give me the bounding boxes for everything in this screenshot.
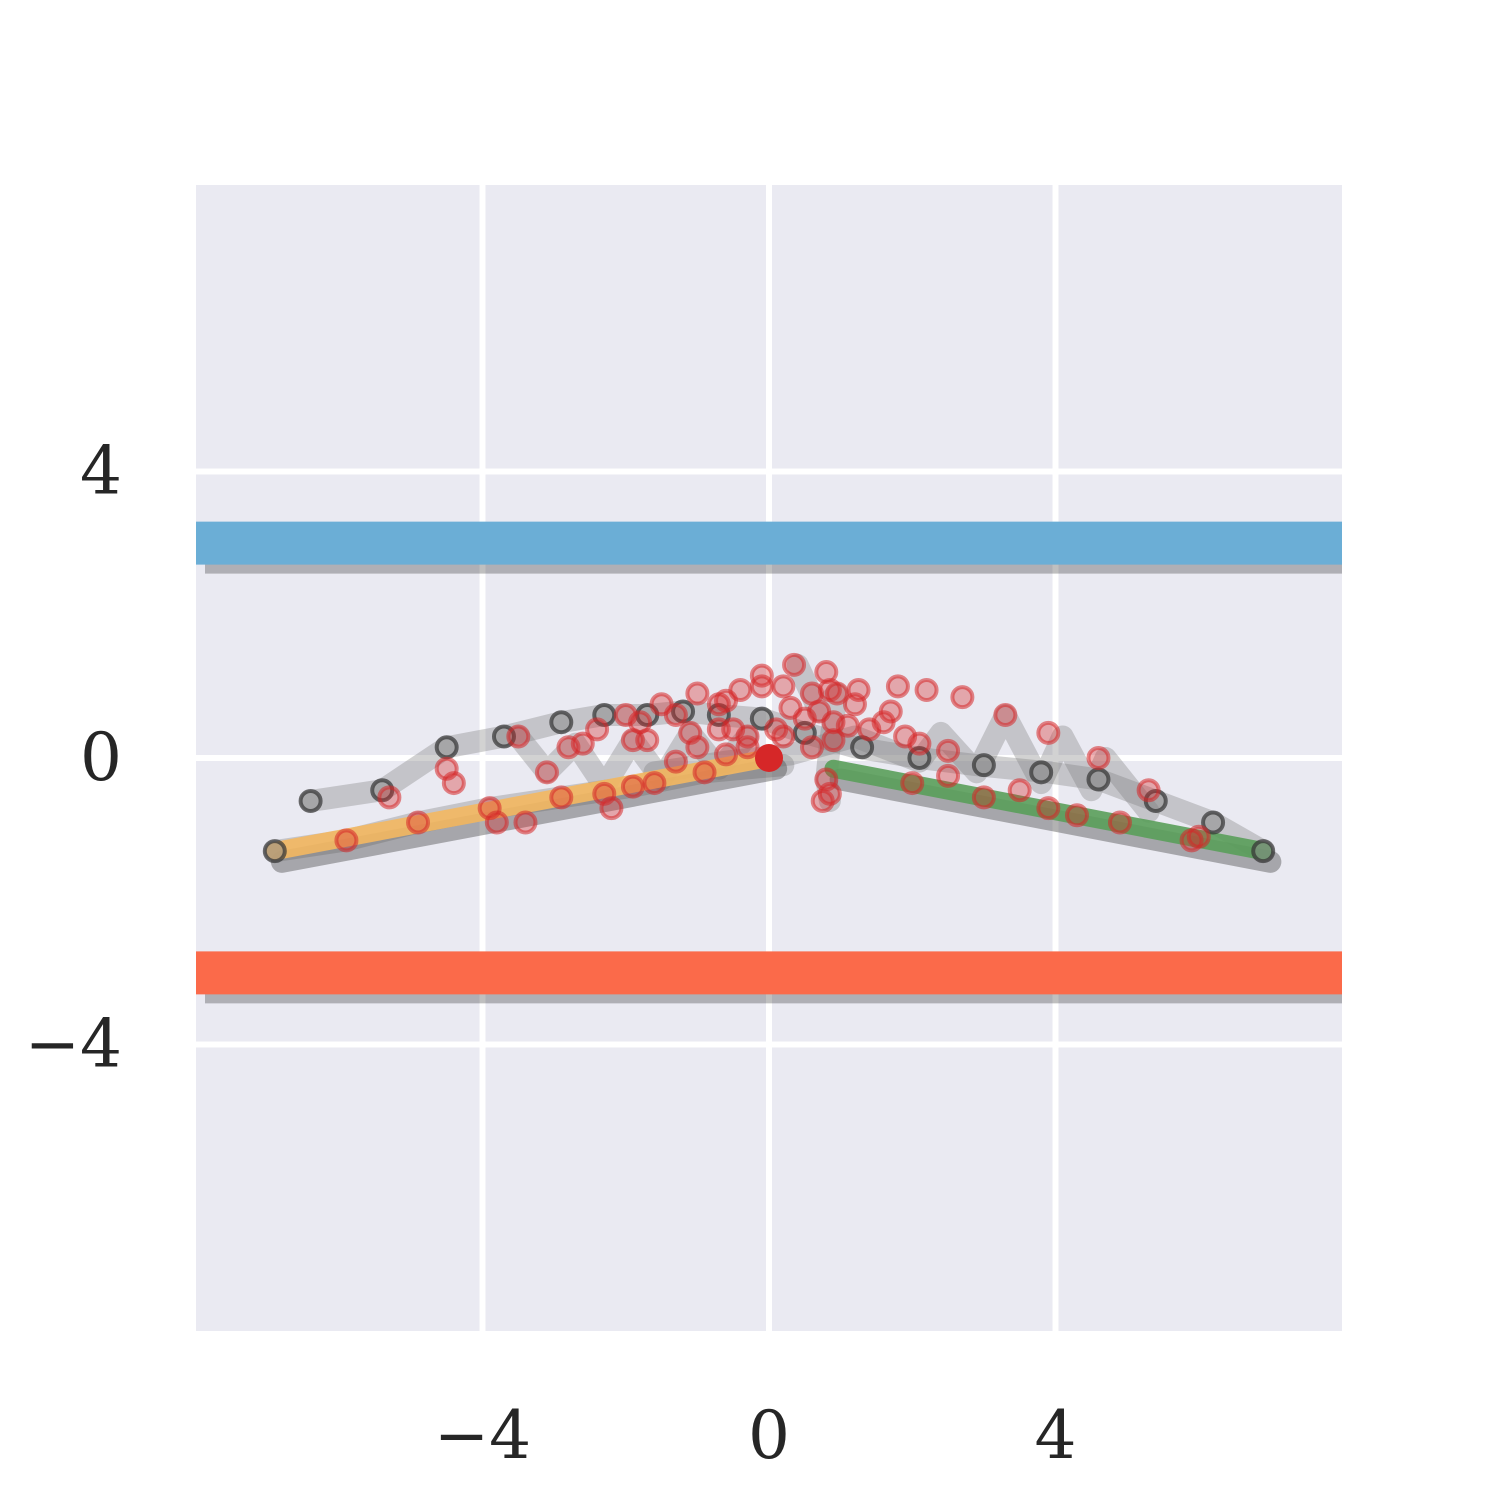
trace-point bbox=[599, 796, 624, 821]
trace-point bbox=[1064, 803, 1089, 828]
trace-point bbox=[771, 674, 796, 699]
boundary-bands bbox=[196, 521, 1342, 1004]
ghost-point bbox=[1029, 760, 1054, 785]
ghost-point bbox=[1086, 767, 1111, 792]
y-tick-label: 0 bbox=[80, 719, 122, 796]
trace-point bbox=[685, 735, 710, 760]
trace-point bbox=[721, 717, 746, 742]
trace-point bbox=[825, 681, 850, 706]
ghost-point bbox=[549, 710, 574, 735]
ghost-point bbox=[298, 788, 323, 813]
trace-point bbox=[735, 735, 760, 760]
trace-point bbox=[821, 728, 846, 753]
trace-point bbox=[513, 810, 538, 835]
trace-point bbox=[1086, 746, 1111, 770]
trace-point bbox=[484, 810, 509, 835]
upper-band bbox=[196, 521, 1342, 565]
trace-point bbox=[1036, 796, 1061, 821]
trace-point bbox=[857, 717, 882, 742]
lower-band bbox=[196, 951, 1342, 995]
trace-point bbox=[810, 788, 835, 813]
trace-point bbox=[620, 774, 645, 799]
trace-point bbox=[663, 749, 688, 774]
trace-point bbox=[685, 681, 710, 706]
trace-point bbox=[771, 724, 796, 749]
trace-point bbox=[993, 703, 1018, 728]
trace-point bbox=[549, 785, 574, 810]
trace-point bbox=[900, 771, 925, 796]
trace-point bbox=[406, 810, 431, 835]
trace-point bbox=[714, 742, 739, 767]
y-tick-label: −4 bbox=[25, 1006, 122, 1083]
trace-point bbox=[950, 685, 975, 710]
trace-point bbox=[778, 695, 803, 720]
trace-point bbox=[1036, 720, 1061, 745]
x-tick-label: 4 bbox=[1035, 1397, 1077, 1474]
current-point-layer bbox=[755, 744, 783, 772]
trace-point bbox=[377, 785, 402, 810]
current-point bbox=[755, 744, 783, 772]
right-reference-path bbox=[824, 759, 1273, 861]
trace-points bbox=[334, 652, 1211, 853]
trace-point bbox=[782, 652, 807, 677]
trace-point bbox=[842, 692, 867, 717]
trace-point bbox=[1007, 778, 1032, 803]
trace-point bbox=[814, 660, 839, 685]
trace-point bbox=[971, 785, 996, 810]
trace-point bbox=[1136, 778, 1161, 803]
ghost-point bbox=[971, 753, 996, 778]
trace-point bbox=[570, 731, 595, 756]
trace-point bbox=[749, 663, 774, 688]
ghost-point bbox=[1201, 810, 1226, 835]
y-tick-labels: 4 0 −4 bbox=[25, 433, 122, 1083]
x-tick-label: 0 bbox=[748, 1397, 790, 1474]
ghost-path bbox=[507, 721, 759, 798]
reference-path-shadow bbox=[270, 757, 788, 873]
trace-point bbox=[585, 717, 610, 742]
trace-point bbox=[799, 735, 824, 760]
trace-point bbox=[878, 699, 903, 724]
x-tick-labels: −4 0 4 bbox=[434, 1397, 1077, 1474]
trace-point bbox=[506, 724, 531, 749]
trace-point bbox=[807, 699, 832, 724]
trace-point bbox=[907, 731, 932, 756]
trace-point bbox=[642, 771, 667, 796]
trace-point bbox=[835, 713, 860, 738]
trace-point bbox=[936, 738, 961, 763]
trace-point bbox=[628, 710, 653, 735]
trace-point bbox=[434, 756, 459, 781]
ghost-points bbox=[262, 699, 1276, 864]
trace-point bbox=[1179, 828, 1204, 853]
trace-point bbox=[885, 674, 910, 699]
trace-point bbox=[936, 763, 961, 788]
trace-point bbox=[663, 703, 688, 728]
ghost-point bbox=[434, 735, 459, 760]
trace-point bbox=[1107, 810, 1132, 835]
ghost-point bbox=[1251, 839, 1276, 864]
y-tick-label: 4 bbox=[80, 433, 122, 510]
trace-point bbox=[334, 828, 359, 853]
ghost-point bbox=[262, 839, 287, 864]
trace-point bbox=[692, 760, 717, 785]
trace-point bbox=[914, 677, 939, 702]
trace-point bbox=[728, 677, 753, 702]
x-tick-label: −4 bbox=[434, 1397, 531, 1474]
trace-point bbox=[534, 760, 559, 785]
